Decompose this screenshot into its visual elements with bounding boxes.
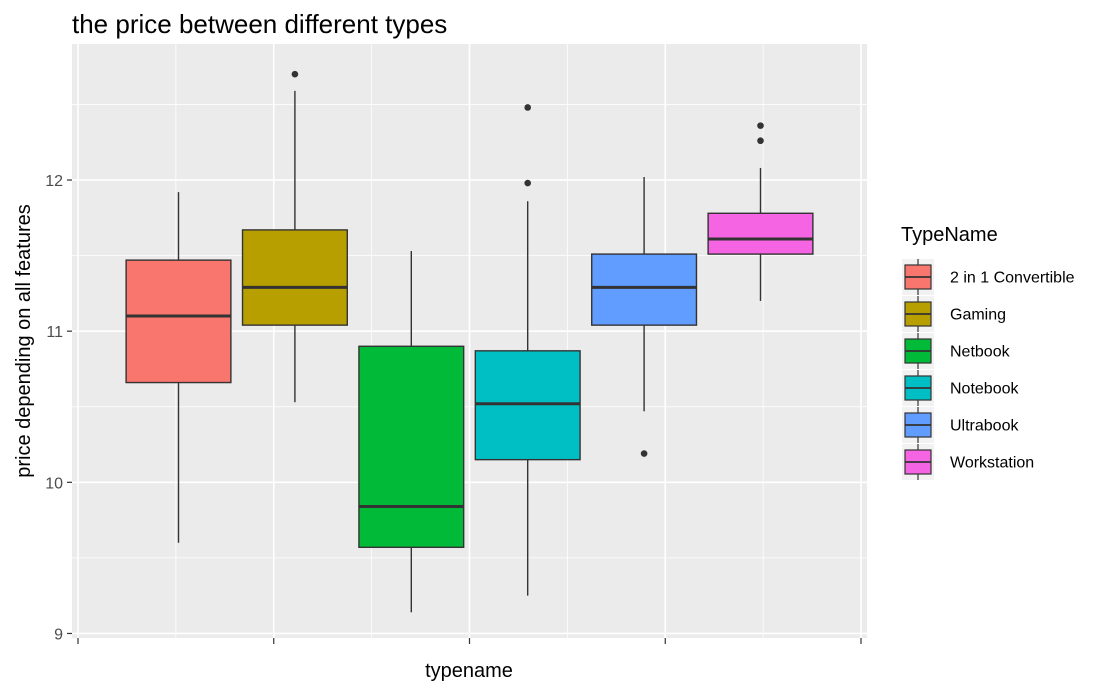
legend-label: Workstation bbox=[950, 455, 1034, 472]
outlier-point bbox=[757, 122, 764, 129]
legend: TypeName 2 in 1 Convertible Gaming Netbook… bbox=[901, 224, 1075, 480]
outlier-point bbox=[524, 104, 531, 111]
box-2-in-1-convertible bbox=[125, 192, 232, 543]
grid-lines bbox=[72, 44, 867, 638]
box-ultrabook bbox=[591, 177, 698, 457]
y-axis-title: price depending on all features bbox=[13, 204, 35, 478]
box-iqr bbox=[707, 212, 814, 255]
axes: 9 10 11 12 bbox=[45, 173, 862, 644]
box-iqr bbox=[241, 229, 348, 326]
outlier-point bbox=[640, 450, 648, 457]
x-axis-title: typename bbox=[425, 660, 513, 682]
box-netbook bbox=[358, 251, 465, 613]
y-tick-label: 10 bbox=[45, 475, 63, 492]
legend-label: Ultrabook bbox=[950, 418, 1019, 435]
outlier-point bbox=[757, 137, 764, 145]
outlier-point bbox=[291, 70, 299, 78]
box-iqr bbox=[474, 350, 581, 461]
box-iqr bbox=[358, 345, 465, 549]
legend-title: TypeName bbox=[901, 224, 998, 246]
box-notebook bbox=[474, 104, 581, 596]
box-gaming bbox=[241, 70, 348, 403]
box-iqr bbox=[591, 253, 698, 326]
box-iqr bbox=[125, 259, 232, 384]
box-workstation bbox=[707, 122, 814, 301]
legend-label: Gaming bbox=[950, 307, 1006, 324]
outlier-point bbox=[524, 179, 531, 187]
boxes bbox=[125, 70, 814, 613]
legend-label: Netbook bbox=[950, 344, 1011, 361]
y-tick-label: 9 bbox=[54, 626, 63, 643]
y-tick-label: 12 bbox=[45, 173, 63, 190]
chart-title: the price between different types bbox=[72, 9, 447, 39]
legend-label: 2 in 1 Convertible bbox=[950, 270, 1075, 287]
legend-label: Notebook bbox=[950, 381, 1019, 398]
y-tick-label: 11 bbox=[46, 324, 63, 341]
